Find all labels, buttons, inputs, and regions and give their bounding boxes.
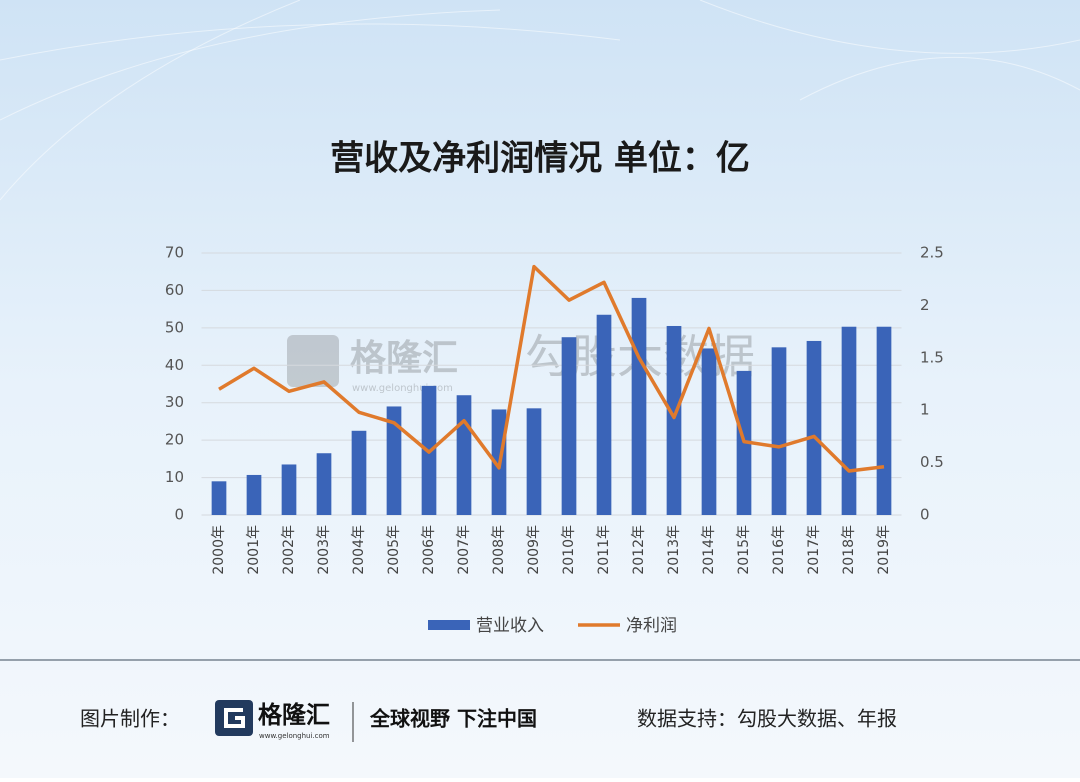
- x-tick-label: 2008年: [491, 525, 507, 575]
- y-tick-label: 20: [165, 431, 184, 449]
- bar: [386, 406, 402, 515]
- bar: [561, 337, 577, 515]
- x-tick-label: 2010年: [561, 525, 577, 575]
- y2-tick-label: 2.5: [920, 244, 944, 262]
- logo-icon: [215, 700, 253, 736]
- x-tick-label: 2016年: [771, 525, 787, 575]
- x-tick-label: 2012年: [631, 525, 647, 575]
- bar: [526, 408, 542, 515]
- bar: [281, 464, 297, 515]
- legend-label: 净利润: [626, 616, 677, 636]
- x-tick-label: 2015年: [736, 525, 752, 575]
- line: [218, 264, 885, 473]
- bar: [631, 297, 647, 515]
- bar: [771, 347, 787, 515]
- x-tick-label: 2013年: [666, 525, 682, 575]
- y-tick-label: 70: [165, 244, 184, 262]
- legend-swatch: [428, 620, 470, 630]
- bar: [701, 348, 717, 515]
- logo-g: [224, 708, 245, 728]
- y2-tick-label: 1.5: [920, 348, 944, 366]
- bar: [806, 340, 822, 515]
- x-tick-label: 2011年: [596, 525, 612, 575]
- footer-logo: 格隆汇 www.gelonghui.com: [215, 700, 330, 740]
- watermark-url: www.gelonghui.com: [352, 383, 453, 394]
- footer-url: www.gelonghui.com: [259, 732, 330, 740]
- bar: [841, 326, 857, 515]
- bar: [456, 395, 472, 515]
- x-tick-label: 2007年: [456, 525, 472, 575]
- footer-made-by: 图片制作：: [80, 707, 180, 731]
- x-tick-label: 2002年: [281, 525, 297, 575]
- x-tick-label: 2000年: [211, 525, 227, 575]
- y-tick-label: 10: [165, 468, 184, 486]
- y2-tick-label: 0: [920, 506, 930, 524]
- bar: [211, 481, 227, 515]
- watermark-logo: [287, 335, 339, 387]
- y-tick-label: 30: [165, 393, 184, 411]
- x-tick-label: 2019年: [876, 525, 892, 575]
- x-tick-label: 2014年: [701, 525, 717, 575]
- footer-slogan: 全球视野 下注中国: [369, 707, 537, 731]
- y2-tick-label: 0.5: [920, 453, 944, 471]
- legend-label: 营业收入: [476, 616, 544, 636]
- x-tick-label: 2006年: [421, 525, 437, 575]
- x-tick-label: 2003年: [316, 525, 332, 575]
- x-tick-label: 2009年: [526, 525, 542, 575]
- x-tick-label: 2005年: [386, 525, 402, 575]
- x-tick-label: 2001年: [246, 525, 262, 575]
- bar: [246, 474, 262, 515]
- bar: [876, 326, 892, 515]
- y-tick-label: 60: [165, 281, 184, 299]
- x-tick-label: 2017年: [806, 525, 822, 575]
- y-tick-label: 0: [174, 506, 184, 524]
- bar: [666, 325, 682, 515]
- x-tick-label: 2018年: [841, 525, 857, 575]
- footer-source: 数据支持：勾股大数据、年报: [637, 707, 897, 731]
- x-tick-label: 2004年: [351, 525, 367, 575]
- bar: [351, 430, 367, 515]
- bar: [316, 453, 332, 515]
- y-tick-label: 40: [165, 356, 184, 374]
- footer-brand: 格隆汇: [258, 701, 330, 729]
- y2-tick-label: 2: [920, 296, 930, 314]
- chart-title: 营收及净利润情况 单位：亿: [330, 139, 750, 179]
- y-tick-label: 50: [165, 318, 184, 336]
- bar: [596, 314, 612, 515]
- watermark-brand: 格隆汇: [350, 338, 458, 379]
- y2-tick-label: 1: [920, 401, 930, 419]
- decor-lines: [0, 0, 1080, 201]
